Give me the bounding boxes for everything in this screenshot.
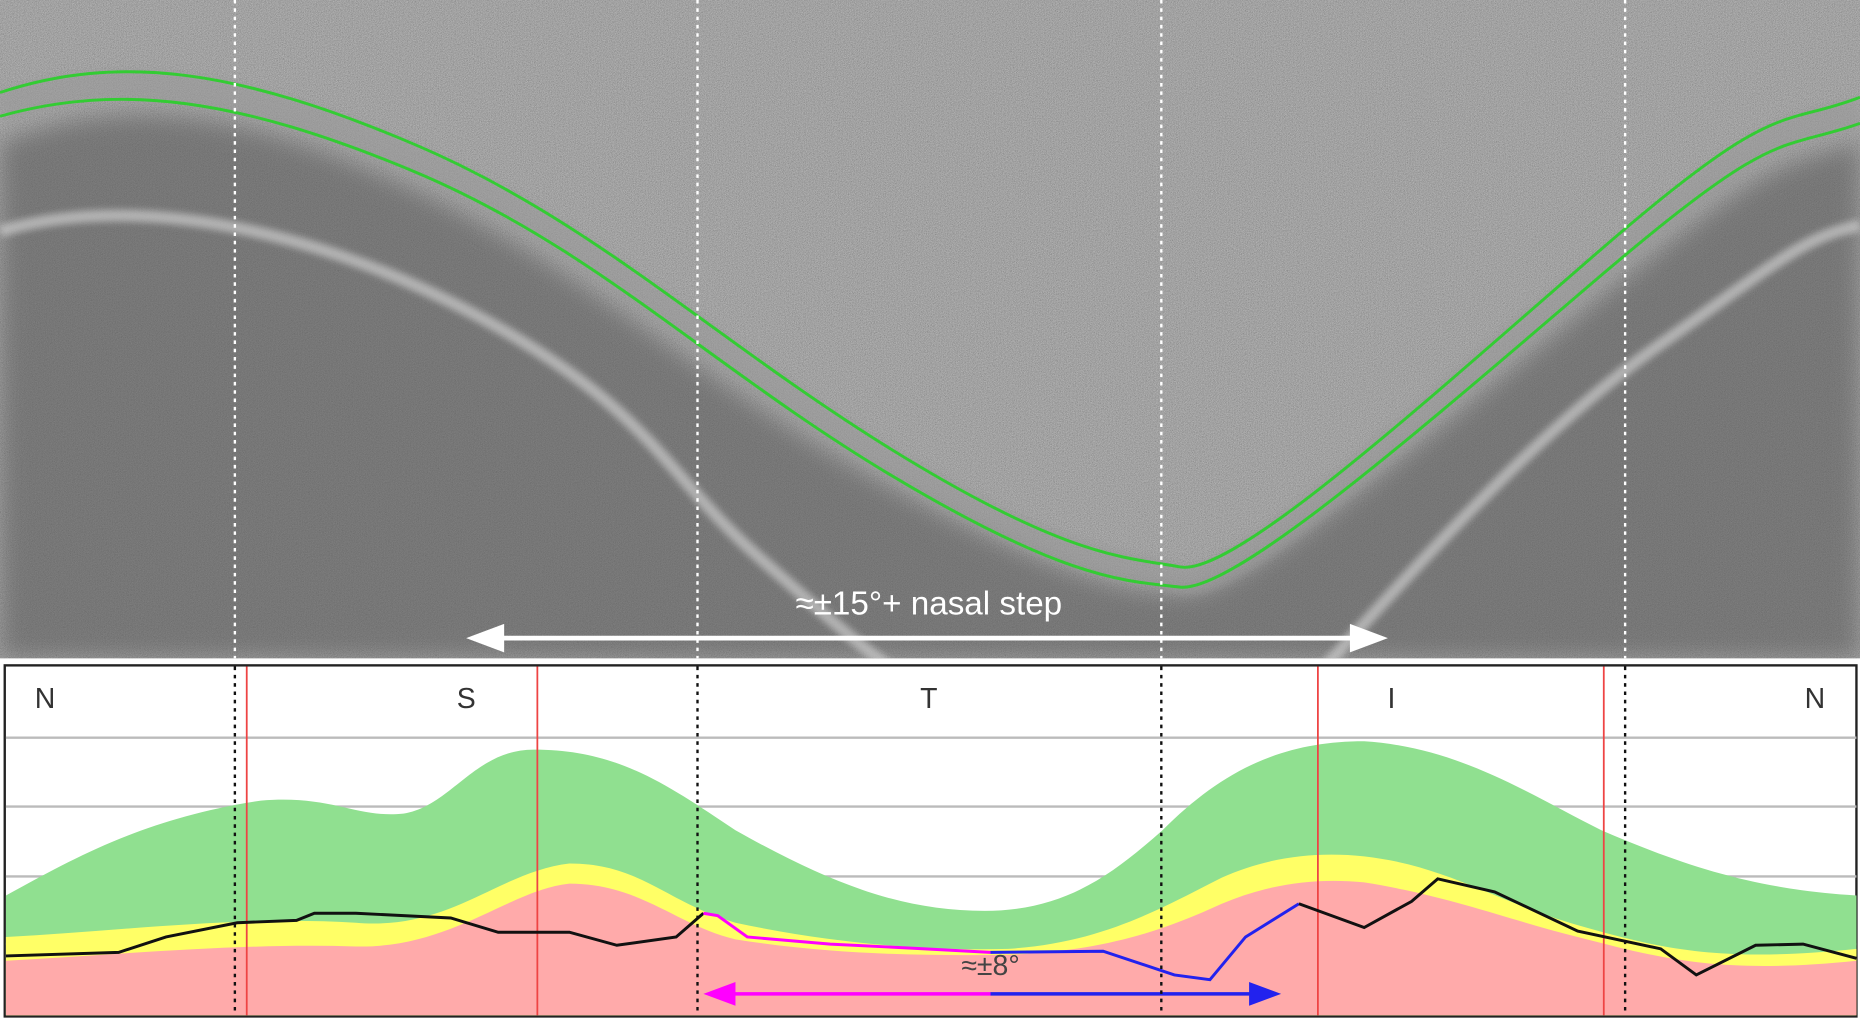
- divider-lines: [233, 0, 1627, 1016]
- outside-range-red: [5, 880, 1857, 1016]
- thickness-defect-blue: [990, 902, 1300, 982]
- top-annotation: ≈±15°+ nasal step: [795, 585, 1062, 622]
- rnfl-band: [0, 69, 1860, 596]
- ilm-boundary: [0, 70, 1860, 569]
- arrow-head-magenta: [703, 982, 736, 1006]
- bottom-annotation: ≈±8°: [961, 950, 1019, 982]
- sector-lines: [245, 666, 1605, 1016]
- thickness-profile: [5, 911, 705, 958]
- sector-label: I: [1387, 683, 1395, 715]
- sector-label: S: [457, 683, 476, 715]
- arrow-head-blue: [1249, 982, 1282, 1006]
- sector-label: T: [920, 683, 937, 715]
- thickness-defect-magenta: [703, 911, 991, 954]
- sector-label: N: [1805, 683, 1826, 715]
- rnfl-boundary: [0, 97, 1860, 589]
- oct-scan: ≈±15°+ nasal step: [0, 0, 1860, 659]
- thickness-plot: ≈±8° N S T I N: [3, 664, 1858, 1018]
- thickness-profile: [1298, 877, 1857, 977]
- sector-label: N: [35, 683, 56, 715]
- rpe-band: [0, 209, 1860, 659]
- tissue-glow: [0, 114, 1860, 659]
